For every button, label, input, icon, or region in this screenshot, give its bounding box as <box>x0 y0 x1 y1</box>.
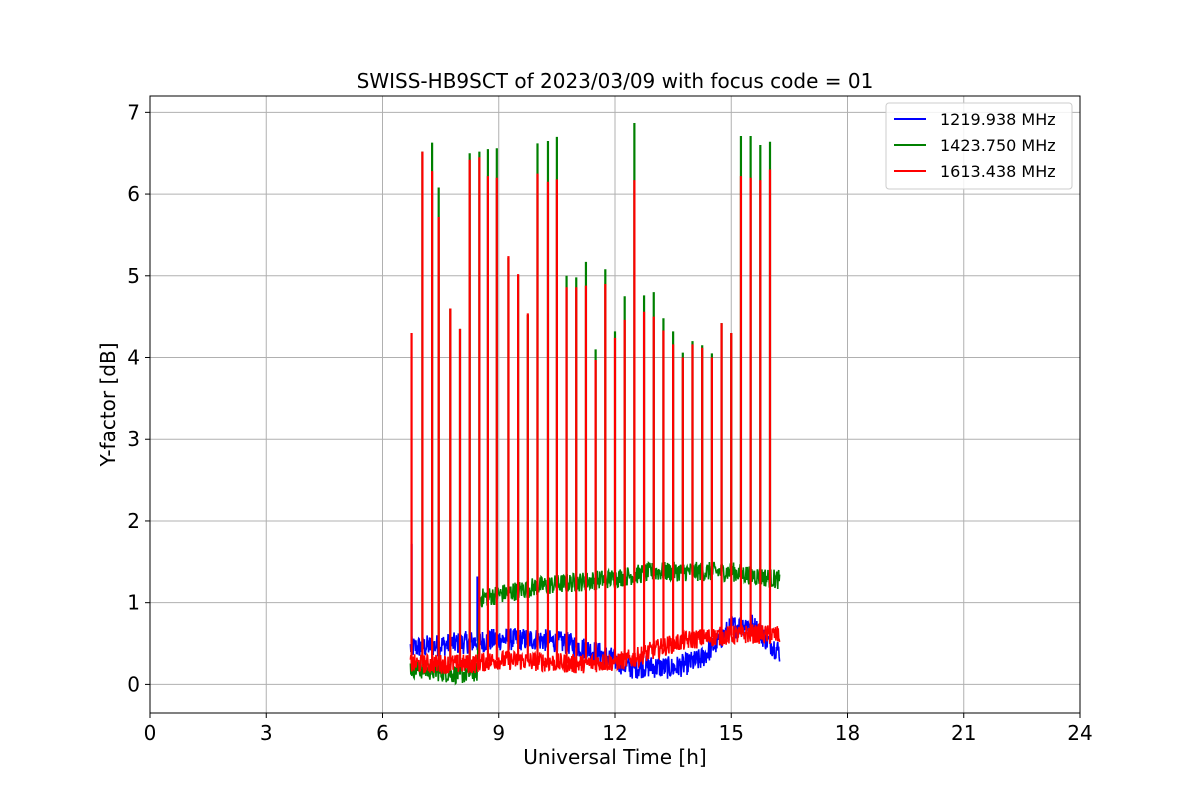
y-tick-label: 3 <box>127 427 140 451</box>
y-tick-label: 1 <box>127 591 140 615</box>
y-axis-label: Y-factor [dB] <box>96 342 120 467</box>
x-tick-label: 18 <box>835 721 860 745</box>
x-tick-label: 21 <box>951 721 976 745</box>
y-tick-label: 2 <box>127 509 140 533</box>
x-tick-label: 9 <box>492 721 505 745</box>
x-tick-label: 12 <box>602 721 627 745</box>
y-tick-label: 6 <box>127 182 140 206</box>
x-tick-label: 15 <box>719 721 744 745</box>
series-2 <box>409 151 781 674</box>
x-tick-label: 24 <box>1067 721 1092 745</box>
legend: 1219.938 MHz 1423.750 MHz 1613.438 MHz <box>885 102 1073 190</box>
legend-label: 1613.438 MHz <box>940 162 1056 181</box>
y-tick-label: 4 <box>127 346 140 370</box>
chart-title: SWISS-HB9SCT of 2023/03/09 with focus co… <box>357 69 874 93</box>
y-tick-label: 5 <box>127 264 140 288</box>
legend-label: 1219.938 MHz <box>940 110 1056 129</box>
x-tick-label: 0 <box>144 721 157 745</box>
legend-label: 1423.750 MHz <box>940 136 1056 155</box>
x-axis-label: Universal Time [h] <box>523 745 706 769</box>
x-tick-label: 3 <box>260 721 273 745</box>
x-tick-label: 6 <box>376 721 389 745</box>
legend-box <box>885 102 1073 190</box>
y-tick-label: 0 <box>127 672 140 696</box>
y-tick-label: 7 <box>127 100 140 124</box>
series-layer <box>409 122 781 686</box>
